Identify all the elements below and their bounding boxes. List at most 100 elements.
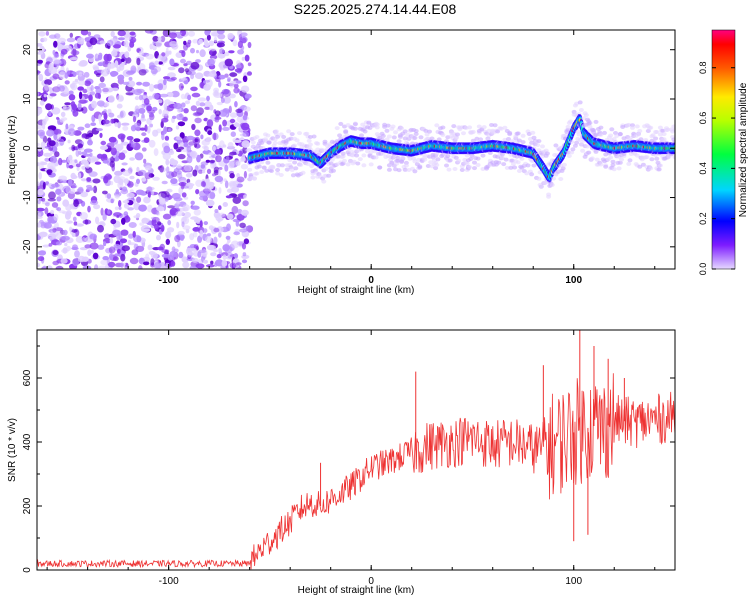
ridge-halo [608,133,614,138]
noise-blob [76,37,85,45]
noise-blob [243,106,251,112]
noise-blob [156,234,161,241]
ridge-halo [507,130,513,135]
noise-blob [128,242,136,246]
noise-blob [163,145,171,154]
noise-blob [111,87,119,92]
noise-blob [89,242,99,250]
noise-blob [73,199,79,208]
noise-blob [139,222,144,226]
noise-blob [158,109,162,115]
ridge-halo [272,141,278,145]
noise-blob [212,173,217,177]
noise-blob [95,128,103,132]
noise-blob [53,53,60,58]
ridge-halo [504,165,510,170]
noise-blob [98,82,106,89]
noise-blob [120,229,129,236]
noise-blob [161,117,169,123]
ridge-halo [417,164,423,169]
ridge-halo [265,160,271,165]
noise-blob [136,166,140,173]
noise-blob [167,128,172,132]
noise-blob [114,143,124,151]
noise-blob [134,96,140,101]
colorbar-gradient [711,29,736,270]
noise-blob [247,41,252,49]
ridge-halo [446,167,452,172]
noise-blob [196,49,199,54]
noise-blob [218,124,222,133]
noise-blob [58,210,66,214]
noise-blob [86,85,91,93]
ridge-halo [598,125,604,130]
noise-blob [45,115,49,122]
noise-blob [228,160,235,169]
noise-blob [191,92,201,98]
noise-blob [184,164,192,172]
noise-blob [43,152,52,157]
noise-blob [176,164,182,169]
noise-blob [60,258,68,264]
noise-blob [37,212,41,217]
noise-blob [116,94,124,103]
ridge-halo [305,162,311,167]
noise-blob [181,221,185,228]
ridge-halo [252,176,257,181]
noise-blob [99,40,106,45]
noise-blob [72,258,80,267]
noise-blob [149,43,153,50]
noise-blob [103,53,110,62]
ridge-halo [587,124,593,129]
ridge-halo [657,125,663,130]
noise-blob [192,38,198,44]
noise-blob [230,240,240,249]
noise-blob [244,54,250,62]
noise-blob [229,262,237,269]
ridge-halo [321,179,327,184]
ridge-halo [306,138,312,143]
noise-blob [114,170,123,176]
noise-blob [241,259,248,264]
noise-blob [213,36,218,43]
noise-blob [82,265,92,269]
noise-blob [108,136,117,143]
noise-blob [69,188,76,194]
noise-blob [194,143,197,148]
noise-blob [199,49,206,58]
noise-blob [247,71,252,76]
noise-blob [94,161,102,165]
ridge-halo [636,132,641,137]
noise-blob [126,192,135,199]
noise-blob [152,40,156,46]
noise-blob [202,169,206,174]
ridge-halo [499,152,505,157]
noise-blob [69,83,76,89]
noise-blob [107,95,115,103]
noise-blob [216,30,225,35]
noise-blob [187,182,192,186]
ridge-halo [259,160,265,165]
noise-blob [203,84,211,91]
noise-blob [214,209,219,213]
noise-blob [63,105,67,110]
noise-blob [56,133,62,140]
ridge-halo [292,160,298,165]
noise-blob [157,99,163,104]
ridge-halo [593,149,599,154]
ridge-halo [536,139,542,144]
noise-blob [38,231,48,238]
noise-blob [224,51,230,57]
noise-blob [195,100,200,107]
noise-blob [78,172,82,180]
ridge-halo [561,162,567,167]
noise-blob [227,238,231,243]
ridge-halo [397,134,403,139]
ridge-halo [464,161,470,166]
noise-blob [222,244,230,252]
ridge-halo [307,135,313,139]
noise-blob [38,31,46,37]
ridge-halo [298,162,304,167]
ridge-halo [413,129,419,133]
noise-blob [158,196,167,205]
